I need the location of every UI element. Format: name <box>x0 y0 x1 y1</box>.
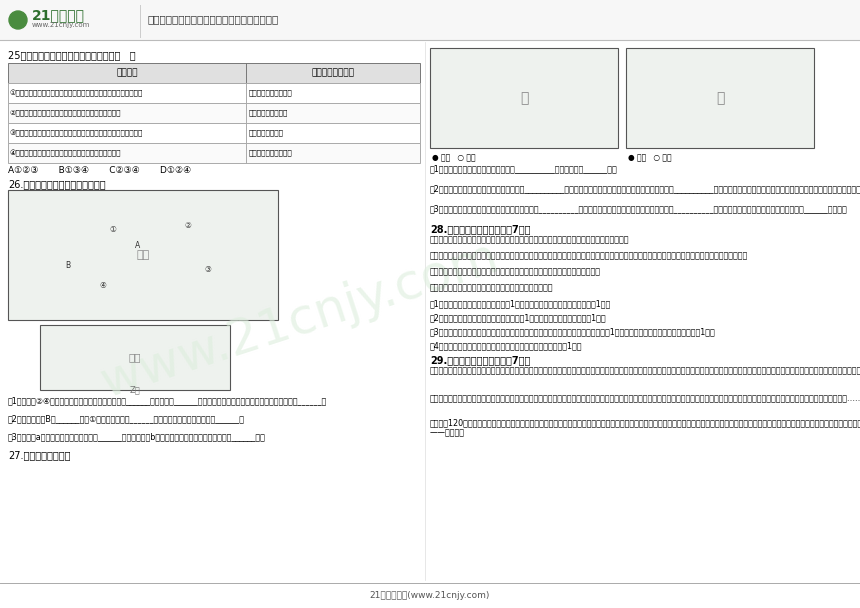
Text: （1）材料一中的措施是秦朝做的？（1分）秦实施以上措施的目的是什么？（1分）: （1）材料一中的措施是秦朝做的？（1分）秦实施以上措施的目的是什么？（1分） <box>430 299 611 308</box>
Text: 我国国际地位不断提升: 我国国际地位不断提升 <box>249 150 292 156</box>
Text: 乙: 乙 <box>716 91 724 105</box>
Text: 材料一：王者之于，又有三公九卿招待成的中央政府，三公分管行政、军事和监察，互不御辖。: 材料一：王者之于，又有三公九卿招待成的中央政府，三公分管行政、军事和监察，互不御… <box>430 235 630 244</box>
Text: 材料三：行省长官：凡钱粮、兵甲、屯种、漕运、军国重事、无不领（掌管）之。: 材料三：行省长官：凡钱粮、兵甲、屯种、漕运、军国重事、无不领（掌管）之。 <box>430 267 601 276</box>
Text: 甲: 甲 <box>519 91 528 105</box>
Text: 热点事件: 热点事件 <box>116 69 138 77</box>
Text: ②荆门市出台最严交通新政，推进全国文明城市创建工作: ②荆门市出台最严交通新政，推进全国文明城市创建工作 <box>10 109 121 116</box>
Text: ④中国的一带一路倡议被写入联合国决议，成为国际共识: ④中国的一带一路倡议被写入联合国决议，成为国际共识 <box>10 150 121 157</box>
Text: ④: ④ <box>100 280 107 289</box>
Text: 21世纪教育网(www.21cnjy.com): 21世纪教育网(www.21cnjy.com) <box>370 591 490 600</box>
Text: 坚持经济建设为中心: 坚持经济建设为中心 <box>249 109 288 116</box>
Text: 27.读下面两幅图答题: 27.读下面两幅图答题 <box>8 450 71 460</box>
Text: 21世纪教育: 21世纪教育 <box>32 8 85 22</box>
Text: B: B <box>65 260 71 269</box>
Bar <box>8 123 420 143</box>
Text: 乙图: 乙图 <box>129 353 141 362</box>
Text: 材料一：中国工业化是从翻造近代化开始的，从近个意义上讲，当时工业业的先驱们还当然有改善才能救中国，才能实现复国之梦，所以他们不甘不拿，鳞鳞前行。于是，中国终于有: 材料一：中国工业化是从翻造近代化开始的，从近个意义上讲，当时工业业的先驱们还当然… <box>430 394 860 403</box>
Text: （3）甲国至今还保存着许多古老而动植物种类，如__________（写一种动物名称即可），该国最大的城市是__________，乙国水能资源丰富，该国最大的水电: （3）甲国至今还保存着许多古老而动植物种类，如__________（写一种动物名… <box>430 204 848 213</box>
Text: A①②③       B①③④       C②③④       D①②④: A①②③ B①③④ C②③④ D①②④ <box>8 166 191 175</box>
Circle shape <box>9 11 27 29</box>
Text: ③: ③ <box>205 266 212 274</box>
Text: ● 首都   ○ 城市: ● 首都 ○ 城市 <box>628 153 672 162</box>
Bar <box>626 48 814 148</box>
Bar <box>430 48 618 148</box>
Text: 25．下列热点事件与对应观点相符的是（   ）: 25．下列热点事件与对应观点相符的是（ ） <box>8 50 136 60</box>
Text: Z图: Z图 <box>130 385 140 394</box>
Bar <box>8 63 420 83</box>
Text: 材料二：120年前那个闷热的夏天，又一次见证了旧制度的崩坏，刮于李怀刀砍下了六颗爱国者的头颅，击破了所有妄图通过改变来实观图强维新的人们的幻想，课期间总是黑，使: 材料二：120年前那个闷热的夏天，又一次见证了旧制度的崩坏，刮于李怀刀砍下了六颗… <box>430 418 860 437</box>
Text: （4）材料四所指我国封建君主集权进一步强化的标志是什么？（1分）: （4）材料四所指我国封建君主集权进一步强化的标志是什么？（1分） <box>430 341 582 350</box>
Text: （3）针对材料三中行省长官权力过大的现象，明朝谁采取了什么措施来加强君权？（1分）之后，在中央又采取了什么措施？（1分）: （3）针对材料三中行省长官权力过大的现象，明朝谁采取了什么措施来加强君权？（1分… <box>430 327 716 336</box>
Text: 29.阅读材料，回答问题。（7分）: 29.阅读材料，回答问题。（7分） <box>430 355 531 365</box>
Text: （2）材料二的措施对汉朝廷治有何影响？（1分）后来，是如何解决的？（1分）: （2）材料二的措施对汉朝廷治有何影响？（1分）后来，是如何解决的？（1分） <box>430 313 606 322</box>
Text: 甲图: 甲图 <box>137 250 150 260</box>
Text: 重视生态文明建设: 重视生态文明建设 <box>249 130 284 136</box>
Text: 材料二：汉初分封的诸侯国，还有相当的势力，汉武帝的叔父王出行，千乘万骑，和天子一样威风，他还占领三督最丰号，拥兵的非玉宝宝，多乎答析。: 材料二：汉初分封的诸侯国，还有相当的势力，汉武帝的叔父王出行，千乘万骑，和天子一… <box>430 251 748 260</box>
Text: 材料四：雍正时，我国封建主主权地位上得到进一步强化。: 材料四：雍正时，我国封建主主权地位上得到进一步强化。 <box>430 283 554 292</box>
Text: （2）甲国因大量的出口羊毛、被称象的称为__________，乙国北部地区植被平坦，但人烟稀少，主要原因是__________，该国亚马孙河是世界上水量最大的河: （2）甲国因大量的出口羊毛、被称象的称为__________，乙国北部地区植被平… <box>430 184 860 193</box>
Bar <box>0 0 860 40</box>
Text: 26.读下面世界地图，按要求答题。: 26.读下面世界地图，按要求答题。 <box>8 179 106 189</box>
Text: www.21cnjy.com: www.21cnjy.com <box>95 233 505 407</box>
Text: 习近平总书记在参观复兴之路展览时指出，实现中华民族伟大复兴，就是中华民族近代以来最伟大的梦想。这一时代解读，既揭含着我们近代以来中国历史的深刻调惠，又彰显了全国: 习近平总书记在参观复兴之路展览时指出，实现中华民族伟大复兴，就是中华民族近代以来… <box>430 366 860 375</box>
Bar <box>40 325 230 390</box>
Text: ● 首都   ○ 城市: ● 首都 ○ 城市 <box>432 153 476 162</box>
Text: A: A <box>135 241 141 249</box>
Bar <box>8 190 278 320</box>
Text: ②: ② <box>185 221 192 229</box>
Text: ①国务院发文指出：要把中小学校园建设成为最阳光、最安全的地方: ①国务院发文指出：要把中小学校园建设成为最阳光、最安全的地方 <box>10 89 144 97</box>
Text: （1）甲图中②④所在国家从经济发展水平看，都属于______国家，都以______人种为主，从地形看两国中部地区都有若干宽的______。: （1）甲图中②④所在国家从经济发展水平看，都属于______国家，都以_____… <box>8 396 328 405</box>
Text: （1）甲乙两国人口和城市都主要分布在__________，都有丰富的______矿。: （1）甲乙两国人口和城市都主要分布在__________，都有丰富的______… <box>430 164 617 173</box>
Text: ③荆门市重视对竹皮河的治理，昔日的臭水河变成了一道靓丽的风景: ③荆门市重视对竹皮河的治理，昔日的臭水河变成了一道靓丽的风景 <box>10 130 144 137</box>
Bar <box>8 103 420 123</box>
Bar <box>8 143 420 163</box>
Text: 中国最大型、最专业的中小学教育资源门户网站: 中国最大型、最专业的中小学教育资源门户网站 <box>148 14 280 24</box>
Text: ①: ① <box>109 226 116 235</box>
Text: 体现的观点或道理: 体现的观点或道理 <box>311 69 354 77</box>
Text: 未成年人需要特殊保护: 未成年人需要特殊保护 <box>249 90 292 96</box>
Text: （2）甲图中海域B是______洋，①地有世界最大的______盆地，盆地道前的气候特征是______。: （2）甲图中海域B是______洋，①地有世界最大的______盆地，盆地道前的… <box>8 414 245 423</box>
Bar <box>8 83 420 103</box>
Text: www.21cnjy.com: www.21cnjy.com <box>32 22 90 28</box>
Text: （3）乙图中a处季风气候显著，主要是受______位置的影响，b山脉位于亚欧两洲的分界线上，它是______山。: （3）乙图中a处季风气候显著，主要是受______位置的影响，b山脉位于亚欧两洲… <box>8 432 266 441</box>
Text: 28.阅读材料，回答问题。（7分）: 28.阅读材料，回答问题。（7分） <box>430 224 531 234</box>
